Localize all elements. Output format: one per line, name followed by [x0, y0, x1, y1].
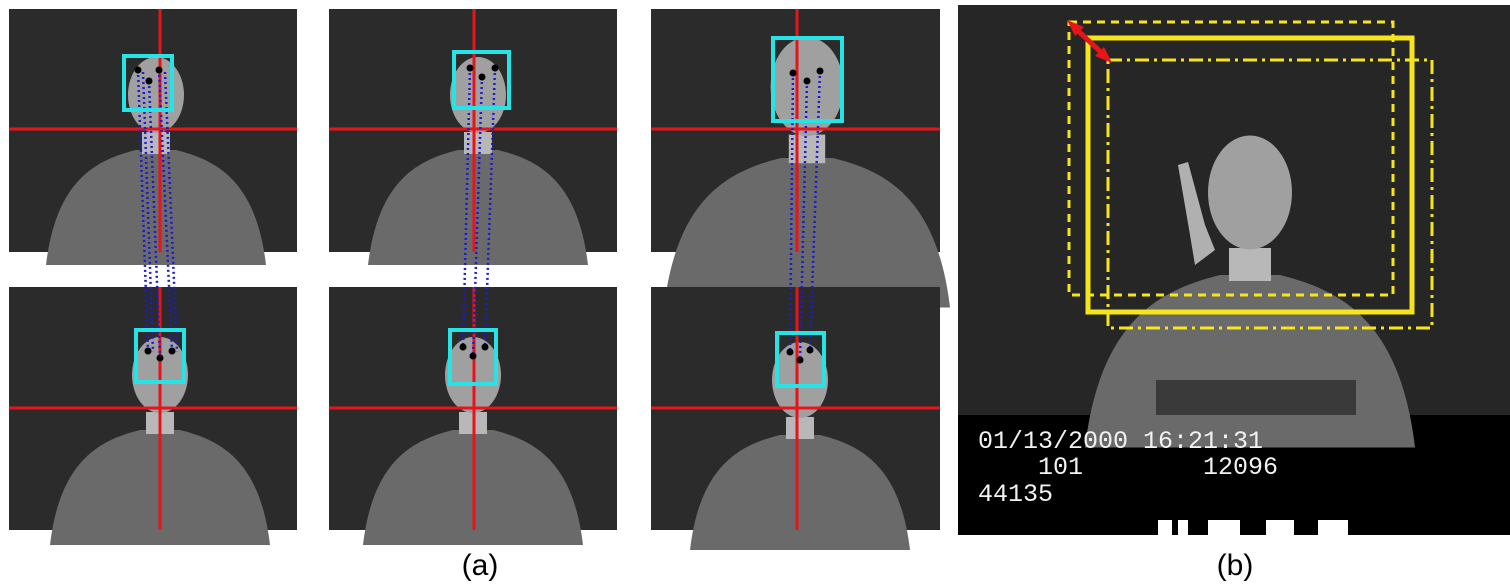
panel-label: (b) [1217, 549, 1254, 582]
panel-label: (a) [462, 549, 499, 582]
panel-b: 01/13/2000 16:21:31 101 12096 44135 [958, 5, 1510, 535]
photo [9, 287, 297, 545]
panel-a [9, 9, 950, 550]
photo [9, 9, 297, 265]
overlay-frame: 12096 [1203, 453, 1278, 482]
figure: 01/13/2000 16:21:31 101 12096 44135 (a) … [0, 0, 1510, 587]
overlay-date: 01/13/2000 [978, 427, 1128, 456]
overlay-time: 16:21:31 [1143, 427, 1263, 456]
overlay-counter: 44135 [978, 480, 1053, 509]
overlay-frame: 101 [1038, 453, 1083, 482]
photo [651, 9, 950, 308]
